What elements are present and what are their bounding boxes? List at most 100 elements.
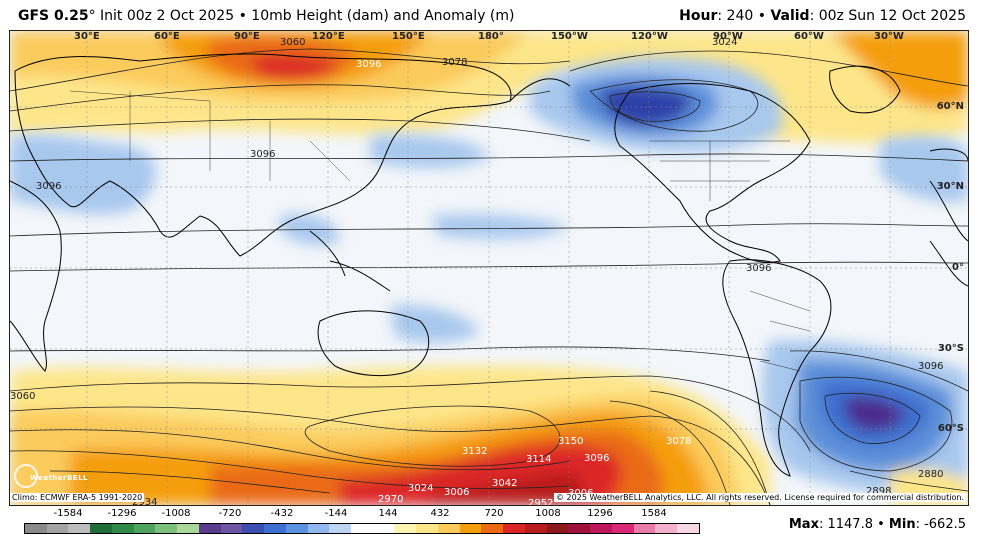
legend-tick: -144 xyxy=(324,508,348,519)
copyright-note: © 2025 WeatherBELL Analytics, LLC. All r… xyxy=(554,493,966,502)
contour-label: 3096 xyxy=(356,59,382,70)
legend-swatch xyxy=(90,524,112,533)
legend-swatch xyxy=(394,524,417,533)
min-value: : -662.5 xyxy=(915,517,966,532)
lon-label-30w: 30°W xyxy=(874,31,904,42)
legend-tick: 1008 xyxy=(535,508,561,519)
contour-label: 3096 xyxy=(36,181,62,192)
color-legend: -1584 -1296 -1008 -720 -432 -144 144 432… xyxy=(24,508,700,538)
legend-swatch xyxy=(546,524,569,533)
contour-label: 3132 xyxy=(462,446,488,457)
lon-label-90e: 90°E xyxy=(234,31,260,42)
legend-tick: -1584 xyxy=(53,508,83,519)
contour-label: 3150 xyxy=(558,436,584,447)
lon-label-120w: 120°W xyxy=(631,31,668,42)
valid-time-info: Hour: 240 • Valid: 00z Sun 12 Oct 2025 xyxy=(679,8,966,24)
valid-label: Valid xyxy=(770,8,810,24)
legend-ticks: -1584 -1296 -1008 -720 -432 -144 144 432… xyxy=(24,508,700,522)
legend-tick: 720 xyxy=(484,508,504,519)
legend-swatch xyxy=(481,524,504,533)
lon-label-30e: 30°E xyxy=(74,31,100,42)
chart-title: GFS 0.25° Init 00z 2 Oct 2025 • 10mb Hei… xyxy=(18,8,515,24)
legend-swatch xyxy=(46,524,69,533)
legend-swatch xyxy=(677,524,699,533)
logo-text: WeatherBELL xyxy=(30,474,89,482)
contour-label: 2934 xyxy=(132,497,158,506)
lon-label-60w: 60°W xyxy=(794,31,824,42)
legend-swatch xyxy=(329,524,352,533)
graticule xyxy=(10,31,968,505)
legend-swatch xyxy=(285,524,308,533)
valid-value: : 00z Sun 12 Oct 2025 xyxy=(809,8,966,24)
lat-label-60s: 60°S xyxy=(937,423,964,434)
legend-swatch xyxy=(264,524,286,533)
title-bullet: • xyxy=(238,8,247,24)
climo-note: Climo: ECMWF ERA-5 1991-2020 xyxy=(10,493,145,502)
legend-swatch xyxy=(220,524,243,533)
legend-swatch xyxy=(503,524,525,533)
legend-swatch xyxy=(459,524,482,533)
max-min-readout: Max: 1147.8 • Min: -662.5 xyxy=(789,517,966,532)
legend-tick: 1584 xyxy=(641,508,667,519)
lon-label-180: 180° xyxy=(478,31,504,42)
legend-swatch xyxy=(242,524,265,533)
contour-label: 2898 xyxy=(866,486,892,497)
lat-label-30s: 30°S xyxy=(937,343,964,354)
logo-ring-icon xyxy=(14,464,38,488)
legend-swatch xyxy=(133,524,156,533)
legend-tick: -720 xyxy=(218,508,242,519)
contour-label: 3024 xyxy=(712,37,738,48)
legend-swatch xyxy=(524,524,547,533)
header-bullet: • xyxy=(757,8,766,24)
south-warm-anomaly xyxy=(10,365,770,505)
legend-swatch xyxy=(111,524,134,533)
legend-tick: -1296 xyxy=(107,508,137,519)
north-cold-anomaly xyxy=(10,57,968,343)
legend-tick: -1008 xyxy=(161,508,191,519)
contour-label: 3114 xyxy=(526,454,552,465)
legend-swatch xyxy=(590,524,612,533)
lon-label-120e: 120°E xyxy=(312,31,345,42)
max-label: Max xyxy=(788,517,819,532)
contour-label: 2952 xyxy=(528,498,554,506)
contour-label: 3024 xyxy=(408,483,434,494)
hour-value: : 240 xyxy=(717,8,754,24)
model-name: GFS 0.25 xyxy=(18,8,89,24)
lat-label-equator: 0° xyxy=(952,262,964,273)
legend-swatch xyxy=(437,524,460,533)
legend-swatch xyxy=(655,524,678,533)
lon-label-90w: 90°W xyxy=(713,31,743,42)
degree-mark: ° xyxy=(88,8,96,24)
contour-label: 3078 xyxy=(442,57,468,68)
contour-label: 3060 xyxy=(10,391,36,402)
legend-tick: 432 xyxy=(430,508,450,519)
contour-label: 3078 xyxy=(666,436,692,447)
legend-swatch xyxy=(372,524,395,533)
legend-swatch xyxy=(177,524,199,533)
legend-swatch xyxy=(633,524,656,533)
legend-swatch xyxy=(611,524,634,533)
contour-label: 2880 xyxy=(918,469,944,480)
borders xyxy=(69,90,811,372)
product-name: 10mb Height (dam) and Anomaly (m) xyxy=(251,8,515,24)
legend-tick: 1296 xyxy=(587,508,613,519)
legend-swatch xyxy=(307,524,330,533)
lon-label-150e: 150°E xyxy=(392,31,425,42)
map-panel[interactable]: 30°E 60°E 90°E 120°E 150°E 180° 150°W 12… xyxy=(9,30,969,506)
legend-swatch xyxy=(416,524,438,533)
init-time: Init 00z 2 Oct 2025 xyxy=(100,8,235,24)
contour-label: 3096 xyxy=(918,361,944,372)
anomaly-map xyxy=(10,31,968,505)
contour-label: 3060 xyxy=(280,37,306,48)
legend-color-bar xyxy=(24,523,700,534)
legend-swatch xyxy=(568,524,591,533)
contour-label: 3096 xyxy=(746,263,772,274)
legend-swatch xyxy=(68,524,91,533)
legend-tick: -432 xyxy=(270,508,294,519)
lat-label-60n: 60°N xyxy=(936,101,964,112)
min-label: Min xyxy=(888,517,916,532)
contour-label: 3042 xyxy=(492,478,518,489)
lon-label-60e: 60°E xyxy=(154,31,180,42)
legend-swatch xyxy=(351,524,373,533)
lon-label-150w: 150°W xyxy=(551,31,588,42)
